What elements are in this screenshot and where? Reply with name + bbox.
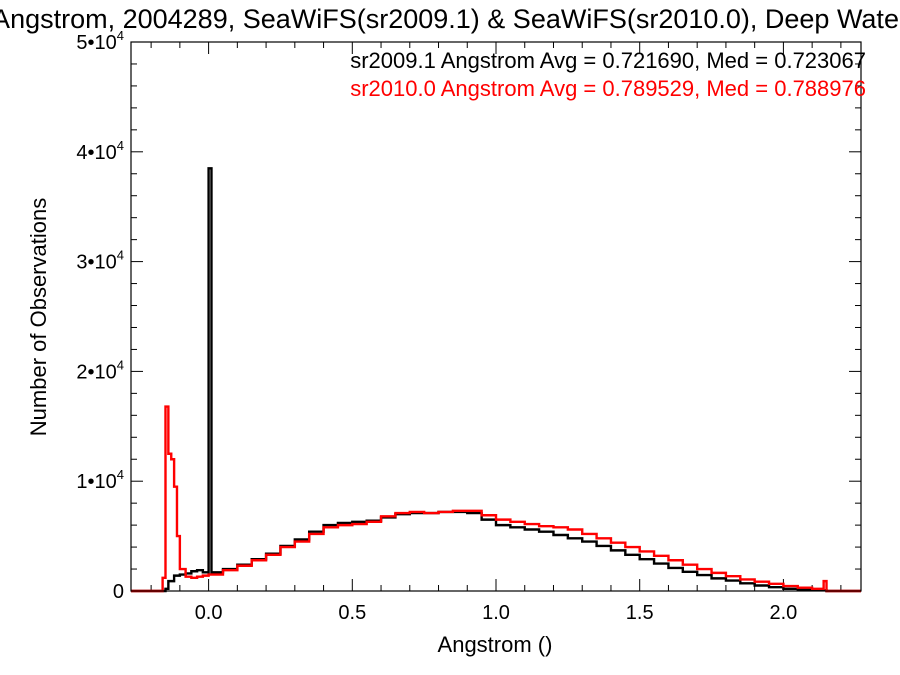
y-tick-label: 5•104 [76,28,124,54]
legend-entry-sr2010-0: sr2010.0 Angstrom Avg = 0.789529, Med = … [350,76,866,101]
plot-frame [130,41,862,592]
y-tick-label-base: 0 [113,581,124,603]
x-tick-label: 1.5 [626,602,654,624]
y-tick-label: 1•104 [76,467,124,493]
y-axis-label: Number of Observations [26,198,51,436]
series-line-sr2009-1 [131,167,861,593]
x-tick-label: 2.0 [769,602,797,624]
series-line-sr2010-0 [131,405,861,593]
legend-entry-sr2009-1: sr2009.1 Angstrom Avg = 0.721690, Med = … [350,48,866,73]
y-tick-label-base: 1•10 [76,471,116,493]
y-tick-label: 4•104 [76,138,124,164]
y-tick-label-base: 2•10 [76,361,116,383]
chart-title: Angstrom, 2004289, SeaWiFS(sr2009.1) & S… [0,4,900,34]
y-tick-label-exponent: 4 [117,357,124,372]
chart-title-container: Angstrom, 2004289, SeaWiFS(sr2009.1) & S… [0,0,900,40]
y-tick-label-exponent: 4 [117,467,124,482]
y-tick-label: 2•104 [76,357,124,383]
y-tick-label-exponent: 4 [117,28,124,43]
y-tick-label-exponent: 4 [117,138,124,153]
y-tick-label-exponent: 4 [117,248,124,263]
y-tick-label-base: 5•10 [76,32,116,54]
y-tick-label: 0 [113,581,124,603]
x-axis-label: Angstrom () [438,632,553,657]
x-tick-label: 0.5 [338,602,366,624]
y-tick-label: 3•104 [76,248,124,274]
x-tick-label: 1.0 [482,602,510,624]
y-tick-label-base: 4•10 [76,142,116,164]
y-tick-label-base: 3•10 [76,252,116,274]
x-tick-label: 0.0 [195,602,223,624]
